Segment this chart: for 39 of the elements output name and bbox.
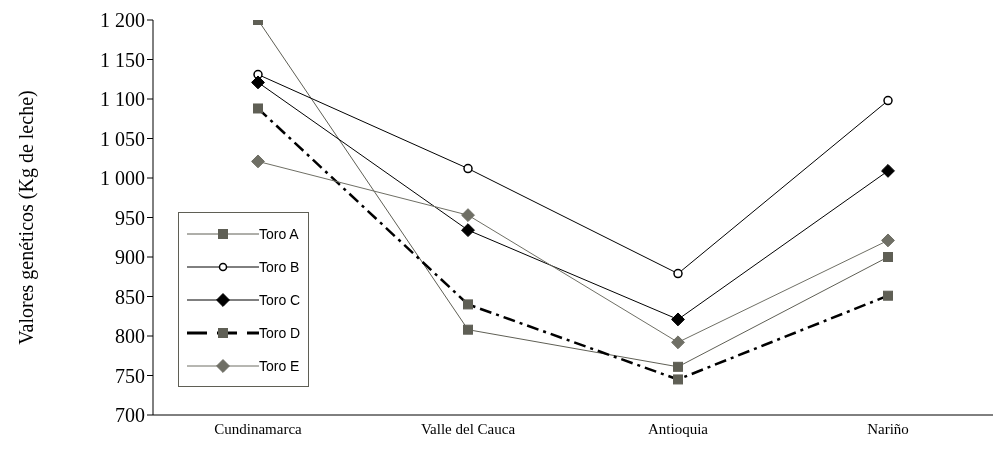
point bbox=[251, 75, 265, 90]
point bbox=[673, 361, 683, 372]
point bbox=[461, 223, 475, 238]
legend-label: Toro B bbox=[259, 258, 300, 275]
point bbox=[463, 299, 473, 310]
y-axis-title: Valores genéticos (Kg de leche) bbox=[15, 90, 39, 345]
x-tick-label: Nariño bbox=[867, 420, 909, 437]
y-tick-label: 750 bbox=[115, 364, 145, 387]
y-tick-label: 900 bbox=[115, 246, 145, 269]
y-tick-label: 700 bbox=[115, 404, 145, 427]
y-tick-label: 1 050 bbox=[100, 127, 145, 150]
x-tick-label: Valle del Cauca bbox=[420, 420, 516, 437]
x-tick-label: Antioquia bbox=[648, 420, 709, 437]
point bbox=[881, 233, 895, 248]
point bbox=[673, 268, 683, 279]
point bbox=[463, 324, 473, 335]
y-tick-label: 1 200 bbox=[100, 9, 145, 32]
y-tick-label: 1 000 bbox=[100, 167, 145, 190]
legend-label: Toro D bbox=[259, 324, 301, 341]
point bbox=[463, 163, 473, 174]
y-tick-label: 800 bbox=[115, 325, 145, 348]
legend-label: Toro A bbox=[259, 225, 299, 242]
point bbox=[883, 95, 893, 106]
point bbox=[253, 103, 263, 114]
point bbox=[883, 252, 893, 262]
y-tick-label: 1 100 bbox=[100, 88, 145, 111]
y-tick-label: 1 150 bbox=[100, 48, 145, 71]
point bbox=[881, 163, 895, 178]
legend-label: Toro C bbox=[259, 291, 301, 308]
point bbox=[251, 154, 265, 169]
y-tick-label: 950 bbox=[115, 206, 145, 229]
point bbox=[671, 312, 685, 327]
point bbox=[883, 290, 893, 301]
legend-label: Toro E bbox=[259, 357, 300, 374]
point bbox=[673, 374, 683, 385]
point bbox=[461, 208, 475, 223]
point bbox=[671, 335, 685, 350]
x-tick-label: Cundinamarca bbox=[214, 420, 303, 437]
y-tick-label: 850 bbox=[115, 285, 145, 308]
